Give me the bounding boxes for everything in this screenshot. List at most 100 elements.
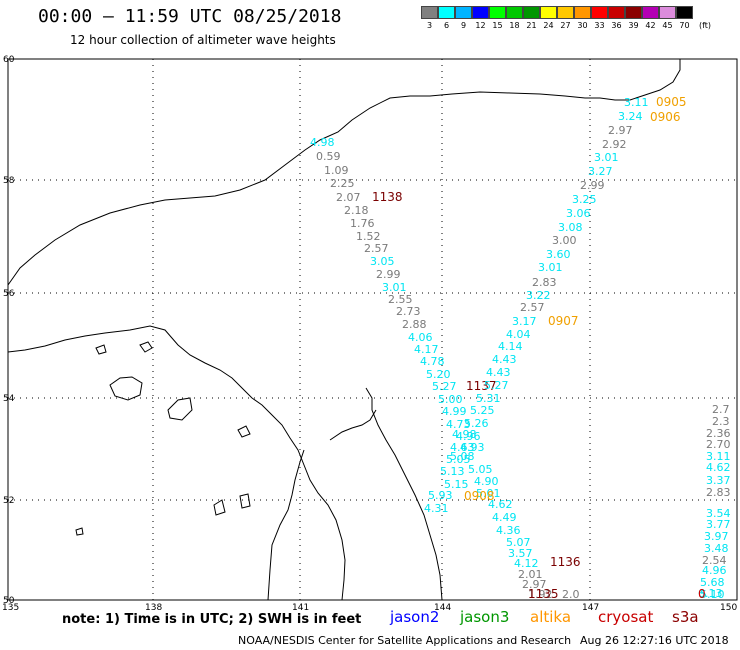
wave-height-label: 4.12 [514, 557, 539, 570]
coastline-sakhalin-east [365, 387, 443, 601]
wave-height-label: 3.77 [706, 518, 731, 531]
wave-height-label: 5.93 [428, 489, 453, 502]
satellite-jason2-label: jason2 [390, 608, 440, 626]
lat-label: 58 [3, 176, 15, 186]
lat-label: 52 [3, 496, 14, 506]
wave-height-label: 5.00 [438, 393, 463, 406]
legend-swatch [608, 6, 625, 19]
legend-unit: (ft) [698, 21, 712, 30]
island-small-2 [95, 344, 107, 355]
legend-label: 45 [662, 21, 673, 30]
wave-height-label: 3.27 [588, 165, 613, 178]
wave-height-label: 4.43 [492, 353, 517, 366]
wave-height-label: 3.37 [706, 474, 731, 487]
wave-height-label: 3.11 [706, 450, 731, 463]
wave-height-label: 1.92 [528, 588, 553, 601]
pass-time-label: 1135 [528, 587, 559, 601]
legend-label: 12 [475, 21, 486, 30]
wave-height-label: 4.17 [414, 343, 439, 356]
wave-height-label: 4.98 [452, 428, 477, 441]
shantar-islands [109, 376, 143, 401]
lon-label: 141 [292, 603, 309, 613]
lon-label: 135 [2, 603, 19, 613]
map-frame [7, 58, 738, 601]
legend-swatch [421, 6, 438, 19]
wave-height-label: 5.07 [506, 536, 531, 549]
lon-label: 138 [145, 603, 162, 613]
legend-swatch [540, 6, 557, 19]
coastline-sakhalin-west [267, 449, 305, 601]
island-small-6 [75, 527, 84, 536]
legend-label: 42 [645, 21, 656, 30]
legend-label: 15 [492, 21, 503, 30]
altimeter-track-labels: 4.980.591.092.252.072.181.761.522.573.05… [310, 95, 731, 601]
footer-note: note: 1) Time is in UTC; 2) SWH is in fe… [62, 612, 362, 627]
wave-height-label: 4.99 [442, 405, 467, 418]
wave-height-label: 2.55 [388, 293, 413, 306]
wave-height-label: 4.49 [492, 511, 517, 524]
wave-height-label: 2.99 [376, 268, 401, 281]
pass-time-label: 1137 [466, 379, 497, 393]
satellite-cryosat-label: cryosat [598, 608, 654, 626]
wave-height-label: 5.13 [440, 465, 465, 478]
wave-height-label: 5.15 [444, 478, 469, 491]
wave-height-label: 3.17 [512, 315, 537, 328]
wave-height-label: 3.57 [508, 547, 533, 560]
wave-height-label: 4.63 [450, 441, 475, 454]
map-title: 00:00 – 11:59 UTC 08/25/2018 [38, 6, 342, 27]
legend-swatch [676, 6, 693, 19]
wave-height-label: 2.57 [520, 301, 545, 314]
wave-height-label: 2.36 [706, 427, 731, 440]
legend-swatch [591, 6, 608, 19]
wave-height-label: 3.08 [558, 221, 583, 234]
pass-time-label: 0905 [656, 95, 687, 109]
wave-height-label: 5.31 [476, 392, 501, 405]
wave-height-label: 4.06 [408, 331, 433, 344]
legend-labels: 3 6 9 12 15 18 21 24 27 30 33 36 39 42 45 70 (ft) [421, 21, 717, 30]
graticule [8, 58, 737, 600]
legend-swatch [642, 6, 659, 19]
wave-height-label: 5.10 [700, 588, 725, 601]
wave-height-label: 2.25 [330, 177, 355, 190]
wave-height-label: 4.78 [420, 355, 445, 368]
wave-height-label: 5.20 [426, 368, 451, 381]
wave-height-label: 4.62 [706, 461, 731, 474]
wave-height-label: 2.18 [344, 204, 369, 217]
wave-height-label: 4.96 [456, 430, 481, 443]
wave-height-label: 3.05 [370, 255, 395, 268]
lon-label: 144 [434, 603, 451, 613]
legend-label: 36 [611, 21, 622, 30]
wave-height-label: 1.09 [324, 164, 349, 177]
legend-swatch [557, 6, 574, 19]
legend-swatch [489, 6, 506, 19]
island-small-5 [239, 493, 251, 509]
wave-height-label: 2.07 [336, 191, 361, 204]
wave-height-label: 4.73 [446, 418, 471, 431]
wave-height-label: 2.88 [402, 318, 427, 331]
legend-label: 6 [443, 21, 450, 30]
pass-time-label: 0 [698, 587, 706, 601]
wave-height-label: 5.27 [432, 380, 457, 393]
wave-height-label: 2.83 [706, 486, 731, 499]
wave-height-label: 3.24 [618, 110, 643, 123]
legend-label: 24 [543, 21, 554, 30]
wave-height-label: 3.54 [706, 507, 731, 520]
wave-height-label: 2.70 [706, 438, 731, 451]
wave-height-label: 3.01 [382, 281, 407, 294]
satellite-altika-label: altika [530, 608, 572, 626]
island-small-4 [213, 499, 226, 516]
coastline-west-shore [7, 325, 346, 601]
wave-height-label: 3.11 [624, 96, 649, 109]
lon-label: 147 [582, 603, 599, 613]
wave-height-label: 2.0 [562, 588, 580, 601]
wave-height-label: 4.43 [486, 366, 511, 379]
wave-height-label: 2.3 [712, 415, 730, 428]
wave-height-label: 5.01 [476, 487, 501, 500]
satellite-s3a-label: s3a [672, 608, 699, 626]
wave-height-label: 4.62 [488, 498, 513, 511]
wave-height-label: 3.01 [538, 261, 563, 274]
wave-height-label: 2.73 [396, 305, 421, 318]
satellite-jason3-label: jason3 [460, 608, 510, 626]
footer-timestamp: Aug 26 12:27:16 UTC 2018 [580, 634, 729, 647]
